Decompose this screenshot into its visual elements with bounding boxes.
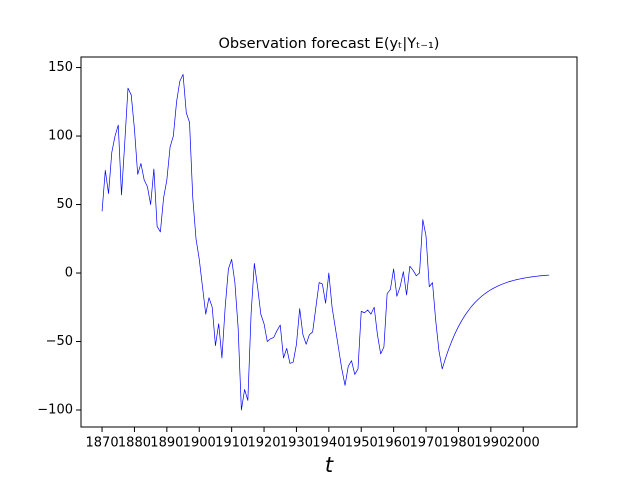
x-axis-label: t — [325, 453, 334, 477]
x-tick-label: 1970 — [409, 436, 442, 451]
x-tick-label: 1910 — [215, 436, 248, 451]
x-tick-label: 1980 — [442, 436, 475, 451]
plot-frame — [80, 56, 578, 428]
y-tick-label: −50 — [46, 334, 73, 349]
x-tick-label: 2000 — [507, 436, 540, 451]
x-tick-label: 1870 — [86, 436, 119, 451]
x-tick-label: 1920 — [247, 436, 280, 451]
chart-title: Observation forecast E(yₜ|Yₜ₋₁) — [219, 36, 440, 52]
x-tick-label: 1950 — [345, 436, 378, 451]
line-series — [101, 74, 550, 411]
y-tick-label: 150 — [48, 60, 73, 75]
x-tick-label: 1880 — [118, 436, 151, 451]
x-tick-label: 1930 — [280, 436, 313, 451]
y-tick-label: 0 — [65, 266, 73, 281]
x-tick-label: 1900 — [183, 436, 216, 451]
y-tick-label: 100 — [48, 129, 73, 144]
y-tick-label: 50 — [56, 197, 73, 212]
x-tick-label: 1960 — [377, 436, 410, 451]
x-tick-label: 1890 — [150, 436, 183, 451]
y-tick-label: −100 — [37, 403, 73, 418]
x-tick-label: 1940 — [312, 436, 345, 451]
x-tick-label: 1990 — [474, 436, 507, 451]
